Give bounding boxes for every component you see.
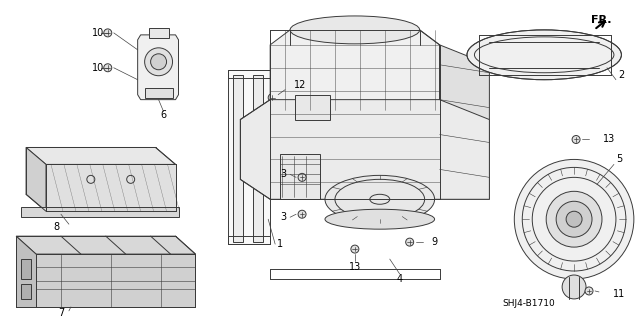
Text: 6: 6 xyxy=(161,110,166,120)
Polygon shape xyxy=(295,95,330,120)
Text: 1: 1 xyxy=(277,239,284,249)
Text: 4: 4 xyxy=(397,274,403,284)
Text: 3: 3 xyxy=(280,169,286,179)
Ellipse shape xyxy=(325,175,435,223)
Circle shape xyxy=(150,54,166,70)
Polygon shape xyxy=(138,35,179,100)
Circle shape xyxy=(298,173,306,181)
Circle shape xyxy=(351,245,359,253)
Text: 2: 2 xyxy=(618,70,624,80)
Text: 5: 5 xyxy=(616,154,622,164)
Bar xyxy=(148,28,168,38)
Bar xyxy=(21,284,31,299)
Polygon shape xyxy=(21,207,179,217)
Bar xyxy=(228,70,270,78)
Text: 8: 8 xyxy=(53,222,59,232)
Polygon shape xyxy=(16,236,36,307)
Polygon shape xyxy=(26,147,46,211)
Polygon shape xyxy=(440,45,490,199)
Circle shape xyxy=(585,287,593,295)
Circle shape xyxy=(546,191,602,247)
Text: 3: 3 xyxy=(280,212,286,222)
Circle shape xyxy=(572,136,580,144)
Circle shape xyxy=(145,48,173,76)
Circle shape xyxy=(298,210,306,218)
Text: SHJ4-B1710: SHJ4-B1710 xyxy=(503,300,556,308)
Circle shape xyxy=(515,160,634,279)
Circle shape xyxy=(268,94,276,102)
Bar xyxy=(234,75,243,242)
Polygon shape xyxy=(240,100,490,199)
Text: 11: 11 xyxy=(612,289,625,299)
Circle shape xyxy=(406,238,413,246)
Bar xyxy=(228,236,270,244)
Polygon shape xyxy=(270,30,440,110)
Ellipse shape xyxy=(467,30,621,80)
Text: 13: 13 xyxy=(349,262,361,272)
Circle shape xyxy=(566,211,582,227)
Circle shape xyxy=(556,201,592,237)
Text: 7: 7 xyxy=(58,308,64,318)
Text: 13: 13 xyxy=(603,135,615,145)
Text: FR.: FR. xyxy=(591,15,611,25)
Bar xyxy=(228,70,270,244)
Text: 10: 10 xyxy=(92,28,104,38)
Text: 9: 9 xyxy=(431,237,438,247)
Bar xyxy=(253,75,263,242)
Polygon shape xyxy=(26,147,175,164)
Polygon shape xyxy=(46,164,175,211)
Ellipse shape xyxy=(290,16,420,44)
Text: 12: 12 xyxy=(294,80,307,90)
Ellipse shape xyxy=(325,209,435,229)
Polygon shape xyxy=(16,236,195,254)
Text: 10: 10 xyxy=(92,63,104,73)
Polygon shape xyxy=(36,254,195,307)
Circle shape xyxy=(104,29,112,37)
Circle shape xyxy=(104,64,112,72)
Bar xyxy=(21,259,31,279)
Circle shape xyxy=(562,275,586,299)
Polygon shape xyxy=(280,154,320,199)
Bar xyxy=(145,88,173,98)
